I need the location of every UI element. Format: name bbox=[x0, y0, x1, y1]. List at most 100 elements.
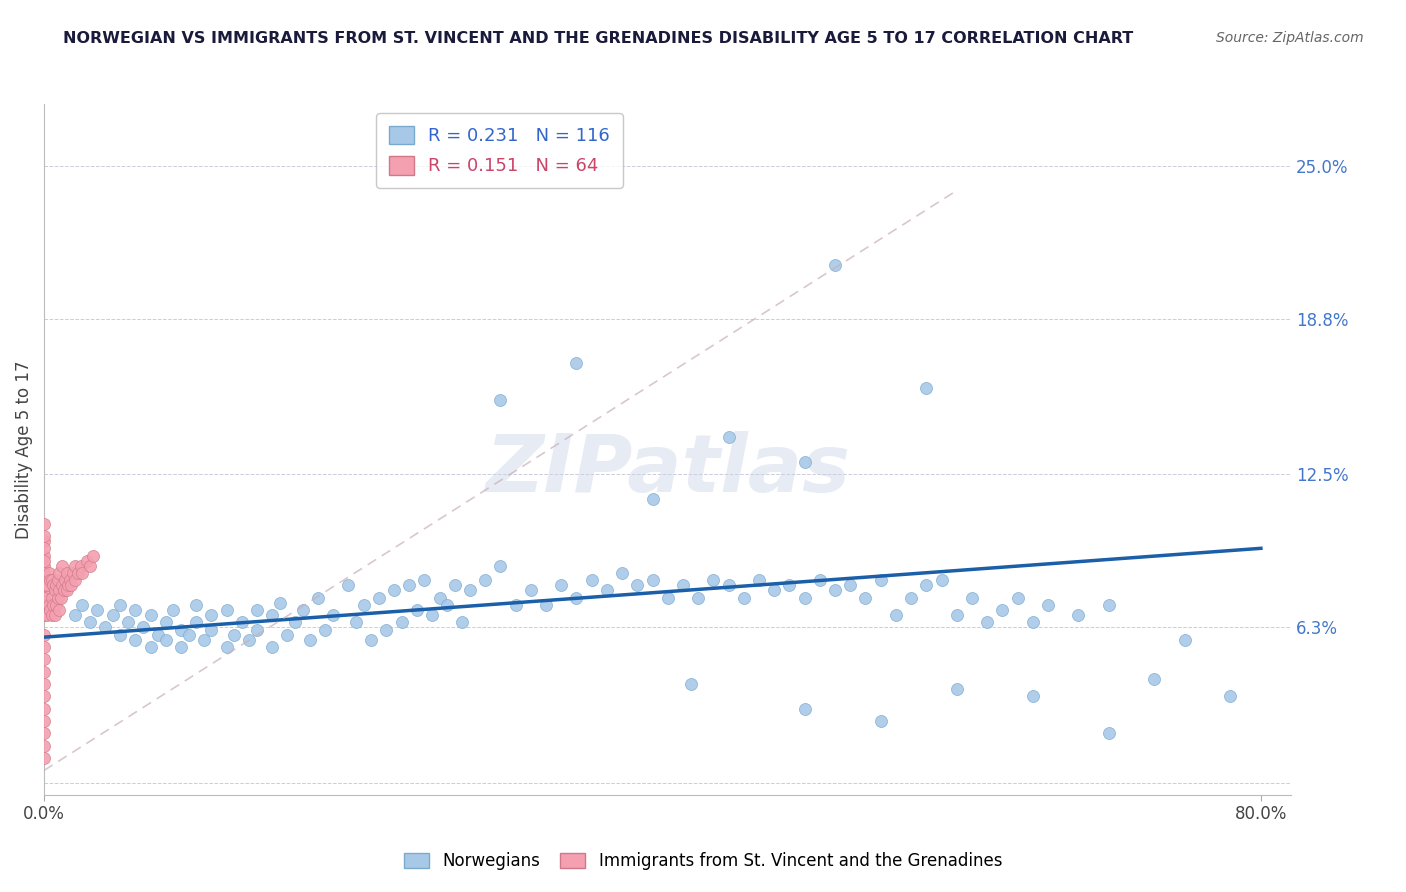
Point bbox=[824, 258, 846, 272]
Point bbox=[37, 607, 59, 622]
Point bbox=[505, 598, 527, 612]
Point bbox=[51, 578, 73, 592]
Point bbox=[976, 615, 998, 630]
Point bbox=[32, 516, 55, 531]
Point bbox=[46, 574, 69, 588]
Point bbox=[44, 607, 66, 622]
Point bbox=[170, 640, 193, 654]
Point bbox=[186, 615, 208, 630]
Point bbox=[38, 566, 60, 580]
Point bbox=[315, 623, 337, 637]
Point bbox=[162, 603, 184, 617]
Point bbox=[58, 578, 80, 592]
Point bbox=[246, 603, 269, 617]
Point bbox=[32, 702, 55, 716]
Point bbox=[596, 583, 619, 598]
Point bbox=[200, 607, 222, 622]
Point bbox=[884, 607, 907, 622]
Point bbox=[793, 702, 815, 716]
Point bbox=[626, 578, 648, 592]
Point bbox=[641, 574, 664, 588]
Point bbox=[94, 620, 117, 634]
Point bbox=[132, 620, 155, 634]
Point bbox=[60, 578, 83, 592]
Point bbox=[32, 665, 55, 679]
Point bbox=[39, 574, 62, 588]
Point bbox=[139, 640, 162, 654]
Point bbox=[32, 574, 55, 588]
Point bbox=[117, 615, 139, 630]
Point bbox=[177, 628, 200, 642]
Point bbox=[32, 628, 55, 642]
Point bbox=[55, 574, 77, 588]
Point bbox=[39, 603, 62, 617]
Point bbox=[581, 574, 603, 588]
Point bbox=[299, 632, 322, 647]
Point bbox=[66, 566, 89, 580]
Point bbox=[32, 598, 55, 612]
Point bbox=[62, 566, 84, 580]
Point bbox=[391, 615, 413, 630]
Point bbox=[63, 558, 86, 573]
Point bbox=[869, 714, 891, 728]
Point bbox=[32, 583, 55, 598]
Text: Source: ZipAtlas.com: Source: ZipAtlas.com bbox=[1216, 31, 1364, 45]
Point bbox=[1067, 607, 1090, 622]
Point bbox=[550, 578, 572, 592]
Point bbox=[238, 632, 260, 647]
Point bbox=[793, 591, 815, 605]
Point bbox=[1007, 591, 1029, 605]
Point bbox=[200, 623, 222, 637]
Point bbox=[108, 598, 131, 612]
Point bbox=[32, 541, 55, 556]
Legend: Norwegians, Immigrants from St. Vincent and the Grenadines: Norwegians, Immigrants from St. Vincent … bbox=[398, 846, 1008, 877]
Point bbox=[79, 615, 101, 630]
Point bbox=[32, 714, 55, 728]
Point bbox=[565, 591, 588, 605]
Point bbox=[382, 583, 405, 598]
Legend: R = 0.231   N = 116, R = 0.151   N = 64: R = 0.231 N = 116, R = 0.151 N = 64 bbox=[375, 113, 623, 188]
Point bbox=[86, 603, 108, 617]
Point bbox=[70, 566, 93, 580]
Point bbox=[443, 578, 465, 592]
Point bbox=[45, 598, 67, 612]
Point bbox=[991, 603, 1014, 617]
Point bbox=[276, 628, 298, 642]
Point bbox=[32, 529, 55, 543]
Point bbox=[63, 574, 86, 588]
Point bbox=[48, 603, 70, 617]
Point bbox=[960, 591, 983, 605]
Point bbox=[855, 591, 877, 605]
Point bbox=[170, 623, 193, 637]
Point bbox=[565, 356, 588, 370]
Point bbox=[262, 640, 284, 654]
Point bbox=[262, 607, 284, 622]
Point bbox=[231, 615, 253, 630]
Point bbox=[41, 591, 63, 605]
Point bbox=[405, 603, 427, 617]
Point bbox=[46, 591, 69, 605]
Point bbox=[215, 640, 238, 654]
Point bbox=[793, 455, 815, 469]
Point bbox=[32, 578, 55, 592]
Point bbox=[353, 598, 375, 612]
Point bbox=[139, 607, 162, 622]
Point bbox=[32, 607, 55, 622]
Point bbox=[41, 607, 63, 622]
Point bbox=[824, 583, 846, 598]
Point bbox=[186, 598, 208, 612]
Point bbox=[32, 739, 55, 753]
Point bbox=[32, 554, 55, 568]
Point bbox=[291, 603, 314, 617]
Point bbox=[610, 566, 633, 580]
Point bbox=[42, 598, 65, 612]
Point bbox=[51, 558, 73, 573]
Point bbox=[56, 566, 79, 580]
Point bbox=[41, 574, 63, 588]
Point bbox=[641, 491, 664, 506]
Point bbox=[284, 615, 307, 630]
Point bbox=[224, 628, 246, 642]
Point bbox=[915, 381, 938, 395]
Point bbox=[1022, 615, 1045, 630]
Point bbox=[778, 578, 800, 592]
